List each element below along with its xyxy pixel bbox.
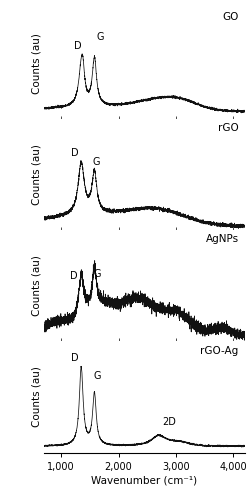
Text: rGO-Ag: rGO-Ag — [200, 346, 238, 356]
Text: D: D — [70, 148, 78, 158]
Text: G: G — [92, 157, 99, 167]
Text: AgNPs: AgNPs — [205, 234, 238, 244]
Text: D: D — [70, 352, 78, 362]
Text: rGO: rGO — [217, 123, 238, 133]
Y-axis label: Counts (au): Counts (au) — [31, 255, 41, 316]
X-axis label: Wavenumber (cm⁻¹): Wavenumber (cm⁻¹) — [91, 476, 196, 486]
Text: G: G — [93, 371, 100, 381]
Y-axis label: Counts (au): Counts (au) — [31, 366, 41, 428]
Text: D: D — [74, 41, 81, 51]
Text: G: G — [96, 32, 104, 42]
Text: 2D: 2D — [162, 418, 175, 428]
Y-axis label: Counts (au): Counts (au) — [31, 32, 41, 94]
Text: GO: GO — [222, 12, 238, 22]
Text: G: G — [93, 269, 100, 279]
Y-axis label: Counts (au): Counts (au) — [31, 144, 41, 205]
Text: D: D — [70, 271, 78, 281]
